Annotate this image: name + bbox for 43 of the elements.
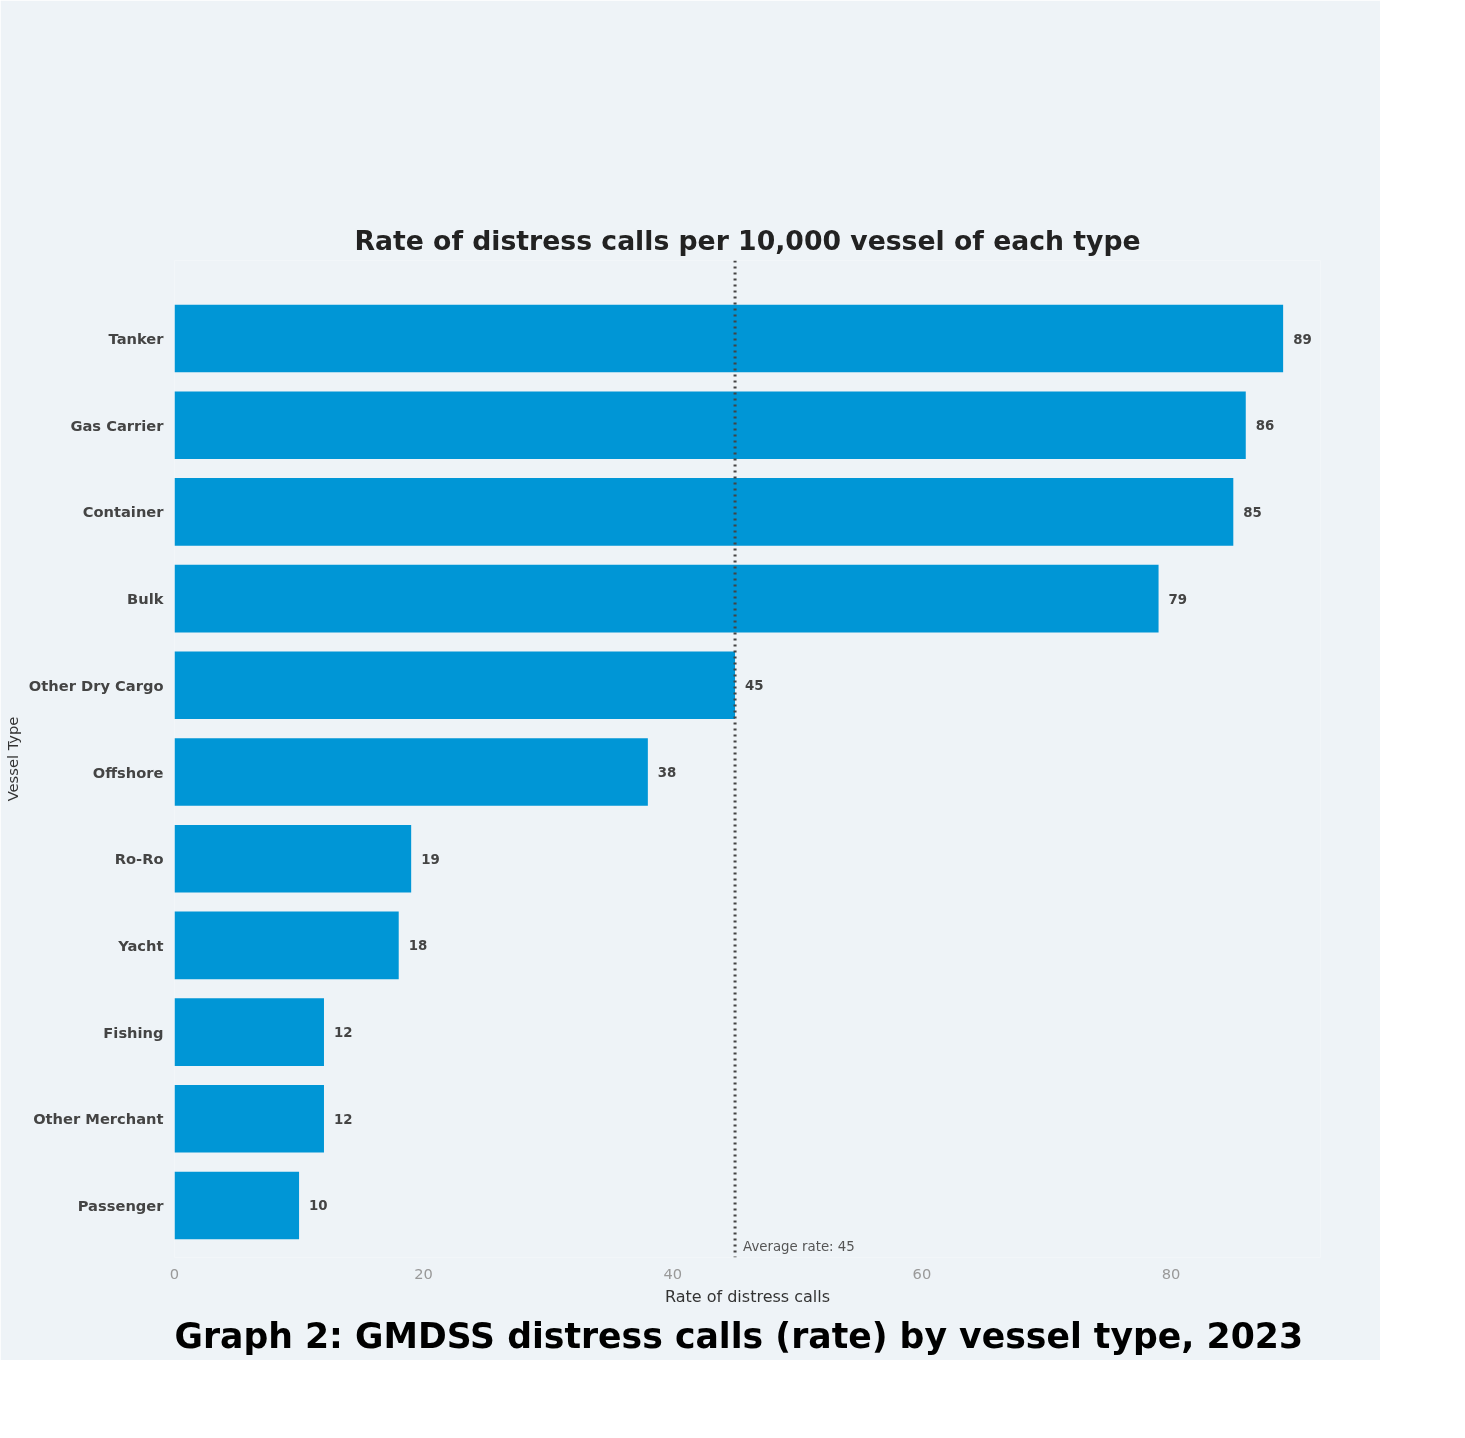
bar	[174, 1084, 324, 1153]
bar	[174, 391, 1246, 460]
x-tick-label: 60	[912, 1264, 932, 1282]
bar	[174, 911, 399, 980]
data-label: 38	[657, 765, 677, 780]
data-label: 89	[1293, 331, 1312, 347]
ref-line-label: Average rate: 45	[743, 1238, 855, 1254]
y-tick-label: Offshore	[92, 763, 164, 781]
data-label: 86	[1255, 418, 1275, 434]
y-tick-label: Yacht	[117, 936, 164, 954]
y-tick-label: Other Merchant	[33, 1110, 164, 1128]
y-tick-label: Ro-Ro	[114, 850, 164, 868]
data-label: 18	[408, 938, 428, 954]
data-label: 10	[309, 1198, 328, 1214]
y-tick-label: Other Dry Cargo	[28, 676, 164, 694]
x-tick-label: 20	[414, 1264, 433, 1282]
bar	[174, 564, 1159, 633]
bar	[174, 1171, 300, 1240]
y-tick-label: Bulk	[127, 590, 165, 608]
x-tick-label: 0	[169, 1264, 180, 1282]
data-label: 45	[745, 678, 764, 694]
bar	[174, 824, 412, 893]
y-tick-label: Passenger	[77, 1196, 165, 1214]
data-label: 12	[333, 1111, 353, 1127]
data-label: 19	[421, 851, 440, 867]
bar	[174, 738, 648, 806]
data-label: 12	[333, 1025, 353, 1041]
y-tick-label: Tanker	[108, 330, 165, 348]
caption: Graph 2: GMDSS distress calls (rate) by vessel type, 2023	[174, 1315, 1304, 1356]
data-label: 85	[1243, 504, 1262, 520]
bar	[174, 304, 1284, 373]
x-axis-title: Rate of distress calls	[664, 1286, 831, 1306]
x-tick-label: 40	[663, 1264, 683, 1282]
y-tick-label: Container	[82, 503, 165, 521]
y-axis-title: Vessel Type	[3, 716, 21, 802]
bar	[174, 998, 324, 1066]
data-label: 79	[1168, 591, 1188, 607]
x-tick-label: 80	[1161, 1264, 1181, 1282]
y-tick-label: Fishing	[103, 1023, 164, 1041]
y-tick-label: Gas Carrier	[70, 416, 165, 434]
bar	[174, 651, 736, 720]
bar	[174, 478, 1234, 546]
chart-title: Rate of distress calls per 10,000 vessel of each type	[354, 224, 1141, 256]
